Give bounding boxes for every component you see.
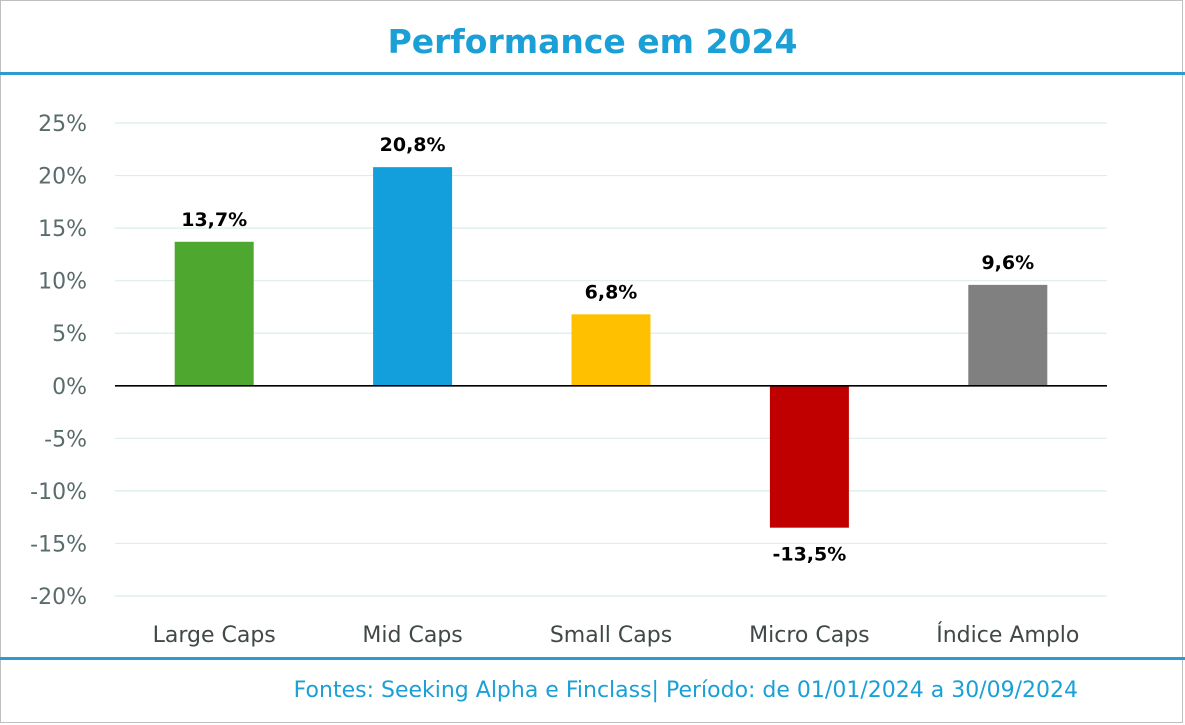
y-tick-label: 0% [52, 375, 87, 400]
x-tick-label: Mid Caps [362, 623, 462, 648]
bar [174, 241, 254, 386]
chart-title: Performance em 2024 [387, 22, 798, 61]
bar [373, 167, 453, 386]
footer-divider [0, 657, 1185, 660]
bar [769, 385, 849, 528]
y-tick-label: -15% [30, 532, 87, 557]
y-tick-label: 10% [38, 270, 87, 295]
y-tick-label: 15% [38, 217, 87, 242]
bar [968, 284, 1048, 386]
y-tick-label: 5% [52, 322, 87, 347]
y-tick-label: 25% [38, 112, 87, 137]
y-tick-label: 20% [38, 165, 87, 190]
data-label: -13,5% [772, 544, 846, 566]
x-tick-label: Índice Amplo [936, 622, 1079, 648]
data-label: 9,6% [981, 252, 1034, 274]
x-tick-label: Large Caps [153, 623, 276, 648]
data-label: 6,8% [585, 281, 638, 303]
y-tick-label: -10% [30, 480, 87, 505]
data-label: 13,7% [181, 209, 247, 231]
source-note: Fontes: Seeking Alpha e Finclass| Períod… [293, 678, 1078, 703]
y-tick-label: -5% [44, 427, 87, 452]
title-divider [0, 72, 1185, 75]
y-tick-label: -20% [30, 585, 87, 610]
data-label: 20,8% [380, 134, 446, 156]
bar [571, 314, 651, 386]
x-tick-label: Micro Caps [749, 623, 869, 648]
x-tick-label: Small Caps [550, 623, 672, 648]
